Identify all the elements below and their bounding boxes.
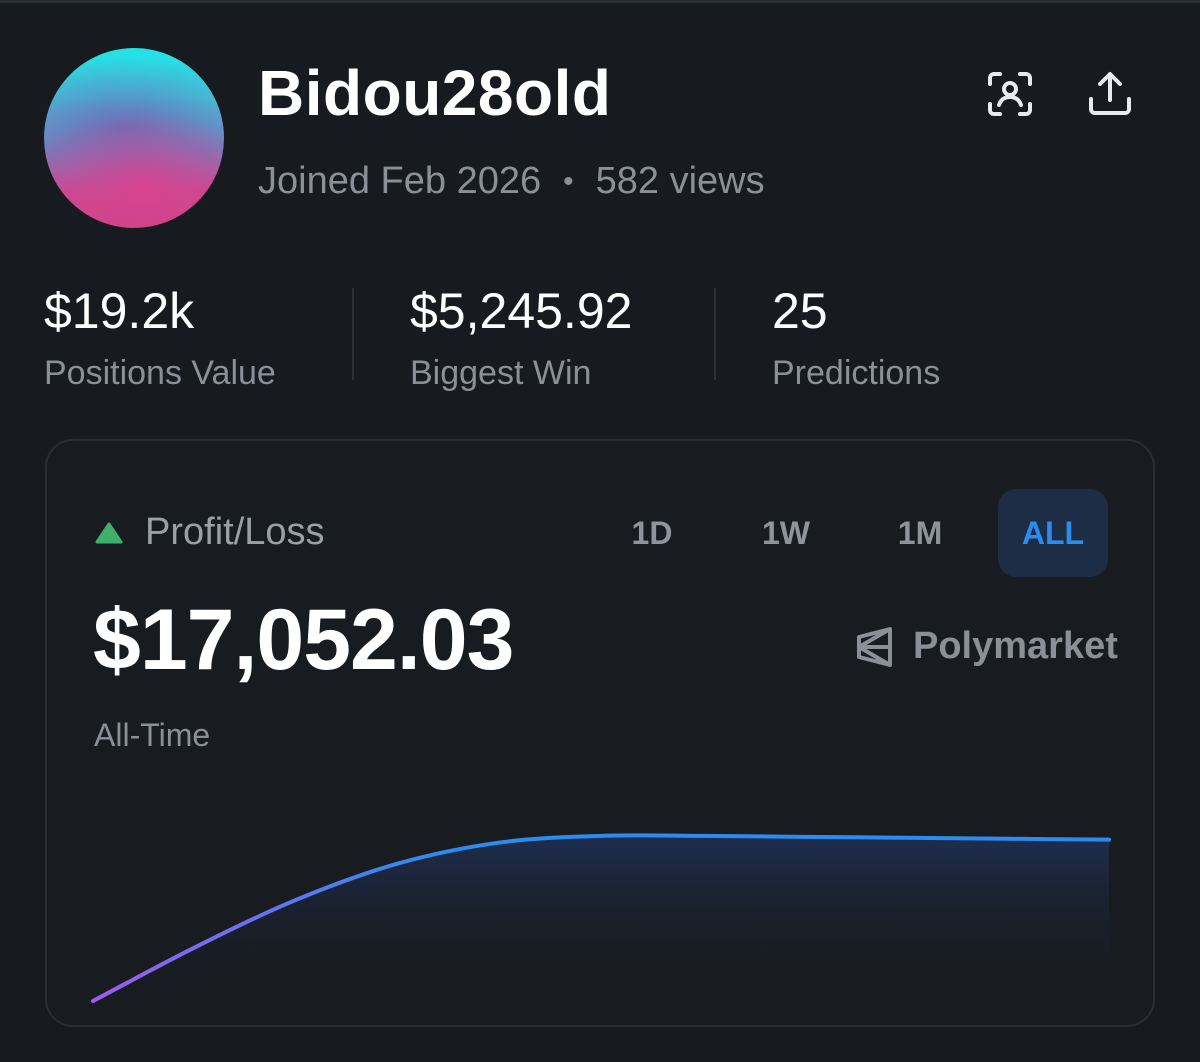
polymarket-logo-icon — [857, 626, 892, 667]
stat-divider — [714, 288, 716, 380]
view-count: 582 views — [595, 160, 765, 202]
profit-loss-chart — [91, 833, 1111, 1003]
share-upload-icon — [1089, 72, 1131, 115]
stat-label: Biggest Win — [410, 354, 592, 392]
chart-area-fill — [93, 835, 1109, 1001]
stat-value: $19.2k — [44, 283, 195, 339]
profit-loss-header: Profit/Loss — [95, 511, 325, 554]
profile-meta: Joined Feb 2026 • 582 views — [258, 160, 765, 203]
stat-value: 25 — [772, 283, 828, 339]
range-tab-1m[interactable]: 1M — [897, 514, 943, 551]
top-divider — [0, 0, 1200, 3]
stat-predictions: 25 Predictions — [772, 282, 940, 393]
polymarket-brand: Polymarket — [855, 625, 1118, 668]
profit-loss-value: $17,052.03 — [93, 592, 514, 688]
username: Bidou28old — [258, 57, 612, 129]
profit-loss-period: All-Time — [94, 717, 211, 753]
stat-value: $5,245.92 — [410, 283, 633, 339]
scan-face-button[interactable] — [986, 70, 1034, 118]
stat-positions-value: $19.2k Positions Value — [44, 282, 276, 393]
triangle-up-icon — [95, 522, 123, 543]
profit-loss-card: Profit/Loss 1D 1W 1M ALL $17,052.03 All-… — [45, 439, 1155, 1027]
stat-divider — [352, 288, 354, 380]
stat-label: Predictions — [772, 354, 941, 392]
meta-separator: • — [563, 164, 574, 198]
scan-face-icon — [988, 72, 1032, 116]
share-button[interactable] — [1086, 70, 1134, 118]
range-tab-1w[interactable]: 1W — [762, 514, 810, 551]
range-tab-1d[interactable]: 1D — [631, 514, 673, 551]
range-tabs: 1D 1W 1M ALL — [47, 489, 1153, 577]
chart-series-line — [91, 833, 1111, 1003]
brand-name: Polymarket — [913, 625, 1118, 667]
profit-loss-label: Profit/Loss — [145, 511, 325, 553]
range-tab-all[interactable]: ALL — [998, 489, 1108, 577]
stat-label: Positions Value — [44, 354, 276, 392]
joined-date: Joined Feb 2026 — [258, 160, 542, 202]
avatar[interactable] — [44, 48, 224, 228]
stat-biggest-win: $5,245.92 Biggest Win — [410, 282, 632, 393]
